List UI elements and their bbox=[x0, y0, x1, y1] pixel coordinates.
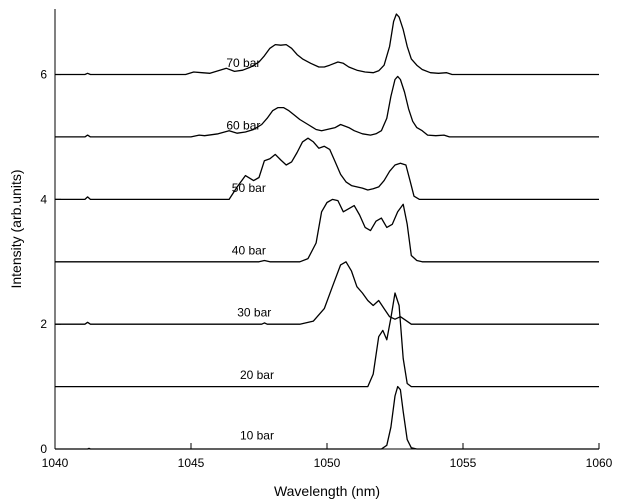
trace-labels: 10 bar 20 bar 30 bar 40 bar 50 bar 60 bar 70 b… bbox=[226, 56, 274, 443]
trace-label-10-bar: 10 bar bbox=[240, 429, 274, 443]
x-axis-title: Wavelength (nm) bbox=[274, 483, 380, 499]
x-tick-label: 1055 bbox=[450, 456, 477, 470]
trace-label-20-bar: 20 bar bbox=[240, 368, 274, 382]
trace-50-bar bbox=[55, 137, 599, 201]
trace-label-40-bar: 40 bar bbox=[232, 243, 266, 257]
y-tick-label: 0 bbox=[40, 442, 47, 456]
trace-60-bar bbox=[55, 75, 599, 138]
trace-label-70-bar: 70 bar bbox=[226, 56, 260, 70]
trace-20-bar bbox=[55, 292, 599, 388]
traces bbox=[55, 13, 599, 450]
trace-label-60-bar: 60 bar bbox=[226, 118, 260, 132]
x-tick-label: 1045 bbox=[178, 456, 205, 470]
y-axis-title: Intensity (arb.units) bbox=[8, 169, 24, 288]
trace-label-50-bar: 50 bar bbox=[232, 181, 266, 195]
trace-10-bar bbox=[55, 385, 599, 450]
trace-label-30-bar: 30 bar bbox=[237, 306, 271, 320]
y-tick-label: 6 bbox=[40, 68, 47, 82]
y-tick-label: 4 bbox=[40, 192, 47, 206]
x-tick-label: 1060 bbox=[586, 456, 613, 470]
x-tick-label: 1050 bbox=[314, 456, 341, 470]
trace-30-bar bbox=[55, 261, 599, 325]
trace-40-bar bbox=[55, 198, 599, 263]
trace-70-bar bbox=[55, 13, 599, 76]
ticks: 1040 1045 1050 1055 1060 0 2 4 6 bbox=[40, 68, 612, 470]
x-tick-label: 1040 bbox=[42, 456, 69, 470]
y-tick-label: 2 bbox=[40, 317, 47, 331]
